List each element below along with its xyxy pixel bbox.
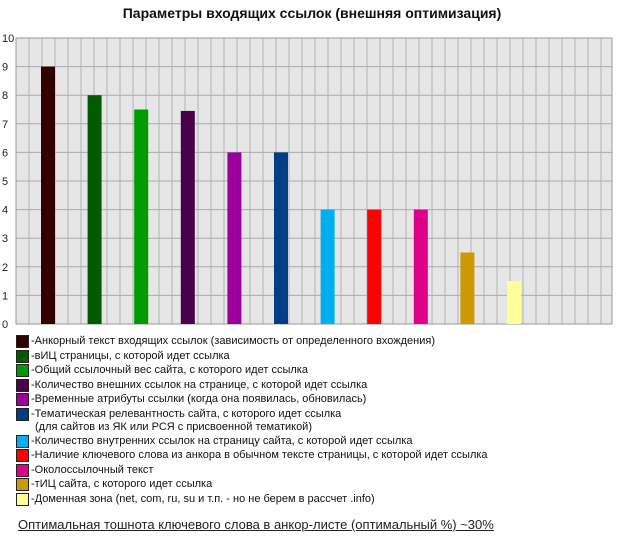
legend-item: -Околоссылочный текст bbox=[16, 463, 488, 479]
legend-label-text: -Количество внешних ссылок на странице, … bbox=[31, 378, 368, 391]
legend-label: -Временные атрибуты ссылки (когда она по… bbox=[31, 393, 366, 406]
bar bbox=[41, 66, 55, 324]
legend-label: -Анкорный текст входящих ссылок (зависим… bbox=[31, 335, 435, 348]
legend-label-text: -Доменная зона (net, com, ru, su и т.п. … bbox=[31, 492, 375, 505]
bar bbox=[87, 95, 102, 324]
legend-item: -Общий ссылочный вес сайта, с которого и… bbox=[16, 364, 488, 379]
bar-chart: 0 1 2 3 4 5 6 7 8 9 10 bbox=[2, 33, 613, 331]
legend-label-text: -Общий ссылочный вес сайта, с которого и… bbox=[31, 364, 308, 376]
plot-border bbox=[15, 37, 613, 325]
legend-item: -Количество внешних ссылок на странице, … bbox=[16, 378, 488, 394]
legend-label: -Общий ссылочный вес сайта, с которого и… bbox=[31, 364, 308, 377]
legend-swatch bbox=[16, 463, 29, 477]
legend-label-text: -Околоссылочный текст bbox=[31, 463, 154, 476]
y-tick-label: 7 bbox=[2, 119, 8, 131]
legend-item: -вИЦ страницы, с которой идет ссылка bbox=[16, 349, 488, 365]
bar bbox=[367, 209, 382, 324]
bar bbox=[180, 110, 195, 325]
legend-label: -Околоссылочный текст bbox=[31, 464, 153, 477]
legend-label-text: -Тематическая релевантность сайта, с кот… bbox=[31, 407, 342, 420]
legend-item: -Наличие ключевого слова из анкора в обы… bbox=[16, 449, 488, 464]
legend-swatch bbox=[16, 407, 29, 421]
legend-label: -Тематическая релевантность сайта, с кот… bbox=[31, 408, 341, 434]
legend: -Анкорный текст входящих ссылок (зависим… bbox=[16, 335, 488, 507]
legend-label: -Доменная зона (net, com, ru, su и т.п. … bbox=[31, 493, 375, 506]
legend-swatch bbox=[16, 378, 29, 392]
y-tick-label: 2 bbox=[2, 262, 8, 274]
legend-label-text: -вИЦ страницы, с которой идет ссылка bbox=[31, 349, 230, 362]
legend-swatch bbox=[16, 492, 29, 506]
bar bbox=[134, 109, 149, 324]
y-tick-label: 4 bbox=[2, 205, 8, 217]
legend-swatch bbox=[16, 449, 29, 462]
y-tick-label: 10 bbox=[2, 33, 14, 45]
note-text: Оптимальная тошнота ключевого слова в ан… bbox=[18, 517, 494, 532]
y-tick-label: 9 bbox=[2, 62, 8, 74]
legend-swatch bbox=[16, 393, 29, 406]
y-tick-label: 0 bbox=[2, 319, 8, 331]
legend-label-text: -Наличие ключевого слова из анкора в обы… bbox=[31, 449, 488, 461]
legend-label-text: -Временные атрибуты ссылки (когда она по… bbox=[31, 393, 367, 405]
legend-item: -Временные атрибуты ссылки (когда она по… bbox=[16, 393, 488, 408]
legend-label-text-line2: (для сайтов из ЯК или РСЯ с присвоенной … bbox=[35, 420, 312, 433]
legend-item: -тИЦ сайта, с которого идет ссылка bbox=[16, 478, 488, 493]
bar bbox=[460, 252, 475, 324]
chart-title: Параметры входящих ссылок (внешняя оптим… bbox=[122, 5, 502, 21]
y-tick-label: 1 bbox=[2, 290, 8, 302]
legend-swatch bbox=[16, 478, 29, 491]
bar bbox=[274, 152, 288, 324]
legend-item: -Доменная зона (net, com, ru, su и т.п. … bbox=[16, 492, 488, 508]
y-tick-label: 6 bbox=[2, 147, 8, 159]
legend-label: -Количество внутренних ссылок на страниц… bbox=[31, 435, 413, 448]
bar bbox=[320, 209, 335, 324]
bar bbox=[227, 152, 242, 324]
legend-label-text: -тИЦ сайта, с которого идет ссылка bbox=[31, 478, 213, 490]
legend-swatch bbox=[16, 434, 29, 448]
legend-label-text: -Количество внутренних ссылок на страниц… bbox=[31, 434, 413, 447]
legend-swatch bbox=[16, 349, 29, 363]
y-tick-label: 5 bbox=[2, 176, 8, 188]
legend-label: -Количество внешних ссылок на странице, … bbox=[31, 379, 367, 392]
bar bbox=[413, 209, 428, 324]
legend-item: -Количество внутренних ссылок на страниц… bbox=[16, 434, 488, 450]
legend-label: -вИЦ страницы, с которой идет ссылка bbox=[31, 350, 230, 363]
y-tick-label: 3 bbox=[2, 233, 8, 245]
legend-item: -Анкорный текст входящих ссылок (зависим… bbox=[16, 335, 488, 350]
legend-swatch bbox=[16, 335, 29, 348]
legend-swatch bbox=[16, 364, 29, 377]
legend-label-text: -Анкорный текст входящих ссылок (зависим… bbox=[31, 335, 436, 347]
legend-label: -Наличие ключевого слова из анкора в обы… bbox=[31, 449, 488, 462]
legend-item: -Тематическая релевантность сайта, с кот… bbox=[16, 407, 488, 435]
y-tick-label: 8 bbox=[2, 90, 8, 102]
legend-label: -тИЦ сайта, с которого идет ссылка bbox=[31, 478, 212, 491]
bar bbox=[507, 281, 521, 324]
